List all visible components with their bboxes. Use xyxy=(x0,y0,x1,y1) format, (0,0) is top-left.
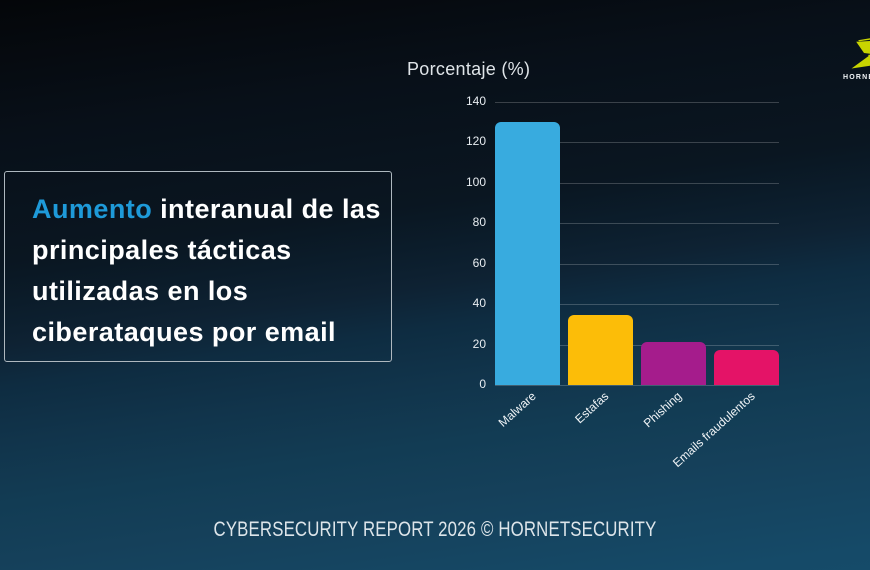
svg-text:HORNETSECURITY: HORNETSECURITY xyxy=(843,74,870,81)
